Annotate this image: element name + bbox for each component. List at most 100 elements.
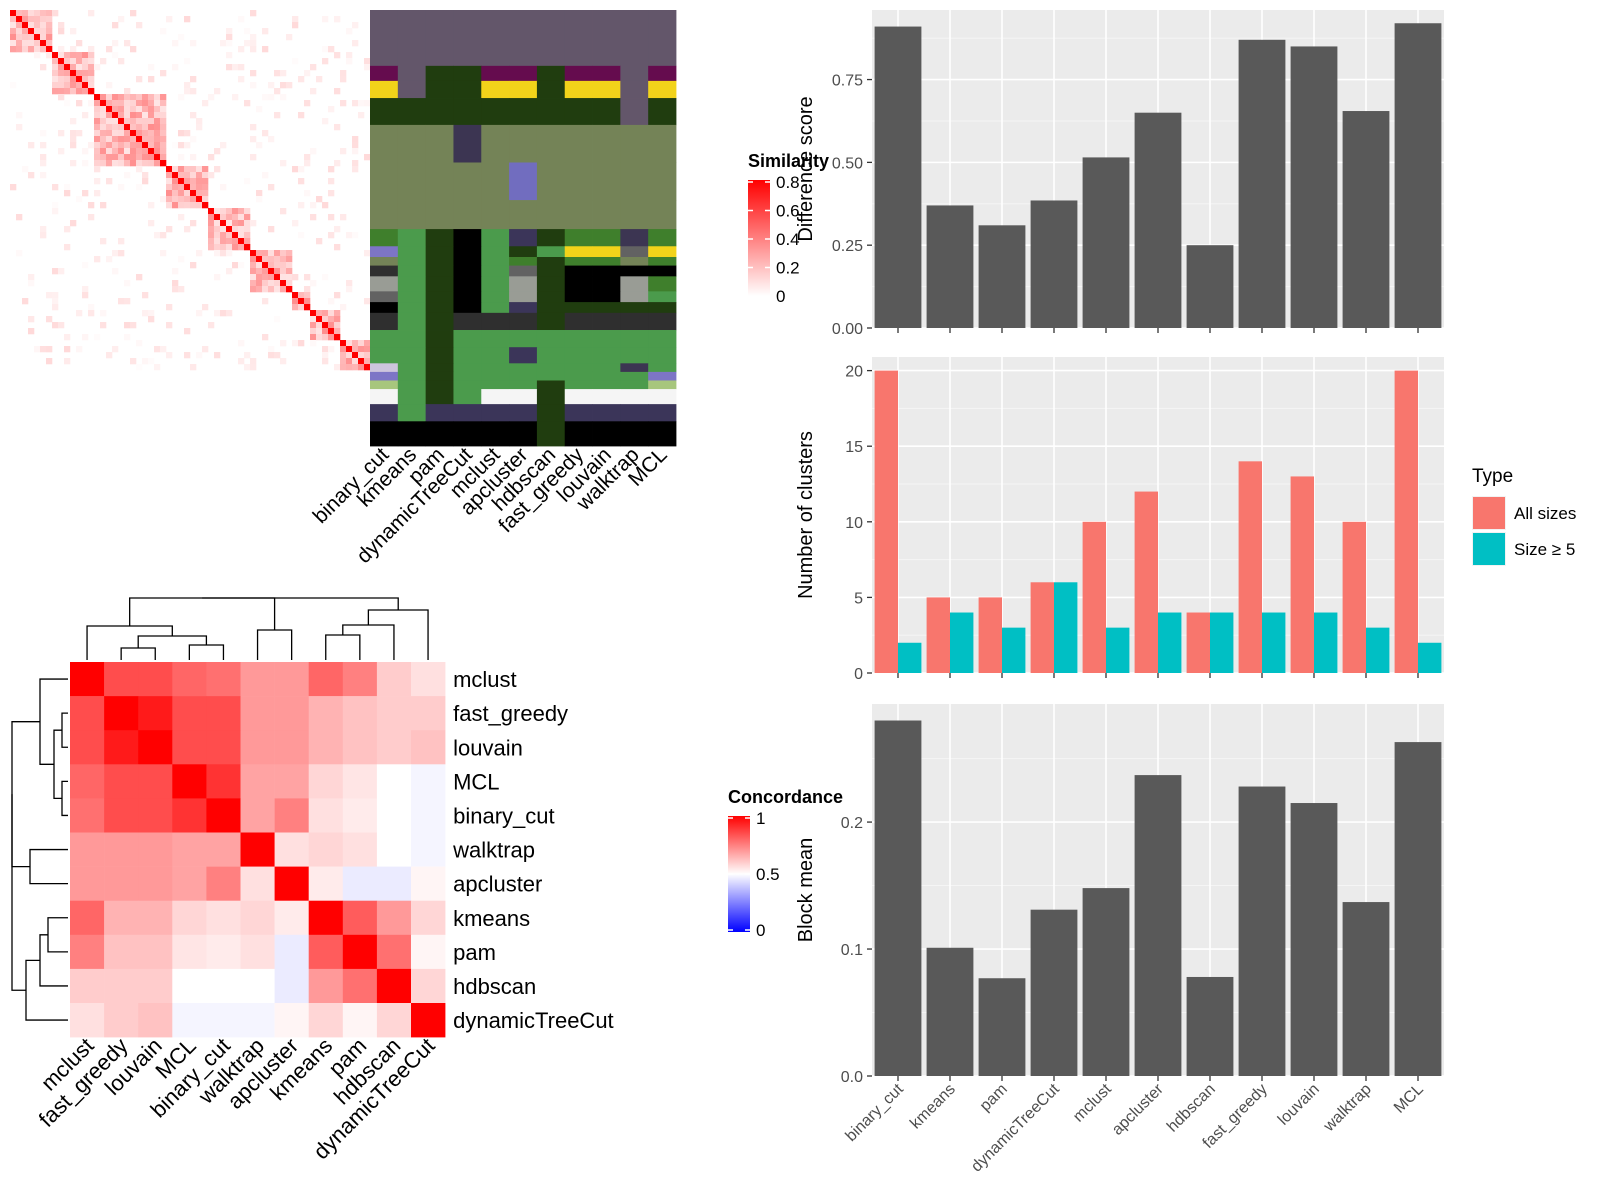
concordance-cell <box>70 696 105 731</box>
similarity-cell <box>160 160 167 167</box>
concordance-cell <box>411 1003 446 1038</box>
assignment-cell <box>592 276 621 292</box>
assignment-cell <box>536 200 566 230</box>
assignment-cell <box>536 229 566 247</box>
similarity-cell <box>46 10 53 17</box>
assignment-cell <box>509 302 538 314</box>
similarity-cell <box>70 58 77 65</box>
similarity-cell <box>94 130 101 137</box>
assignment-cell <box>509 404 538 422</box>
assignment-cell <box>397 371 427 381</box>
similarity-cell <box>172 190 179 197</box>
concordance-cell <box>342 730 378 765</box>
assignment-cell <box>453 291 482 303</box>
similarity-cell <box>160 142 167 149</box>
similarity-cell <box>154 346 161 353</box>
assignment-cell <box>564 10 593 67</box>
similarity-cell <box>220 40 227 47</box>
similarity-cell <box>58 22 65 29</box>
similarity-cell <box>118 136 125 143</box>
concordance-cell <box>104 662 139 697</box>
assignment-cell <box>592 80 621 99</box>
assignment-cell <box>592 347 621 364</box>
y-axis-label: Difference score <box>795 96 817 241</box>
similarity-cell <box>352 340 359 347</box>
similarity-cell <box>208 322 215 329</box>
concordance-cell <box>376 900 412 936</box>
similarity-cell <box>166 190 173 197</box>
similarity-cell <box>364 364 371 371</box>
similarity-cell <box>154 124 161 131</box>
similarity-cell <box>94 148 101 155</box>
similarity-cell <box>40 226 47 233</box>
similarity-cell <box>100 322 107 329</box>
similarity-cell <box>358 112 365 119</box>
assignment-cell <box>620 257 649 266</box>
similarity-cell <box>76 82 83 89</box>
similarity-cell <box>118 238 125 245</box>
similarity-cell <box>148 154 155 161</box>
similarity-cell <box>142 292 149 299</box>
assignment-cell <box>397 363 427 373</box>
similarity-cell <box>202 100 209 107</box>
similarity-cell <box>172 172 179 179</box>
concordance-cell <box>70 866 105 901</box>
assignment-cell <box>564 363 593 373</box>
similarity-cell <box>280 268 287 275</box>
assignment-cell <box>370 200 399 230</box>
similarity-cell <box>220 214 227 221</box>
concordance-cell <box>104 832 139 867</box>
similarity-cell <box>304 160 311 167</box>
concordance-cell <box>172 832 207 867</box>
similarity-cell <box>310 328 317 335</box>
similarity-cell <box>274 280 281 287</box>
concordance-row-label: apcluster <box>453 872 542 897</box>
concordance-cell <box>376 1003 412 1038</box>
similarity-cell <box>196 352 203 359</box>
assignment-cell <box>425 330 454 348</box>
similarity-cell <box>136 130 143 137</box>
dendrogram-branch <box>25 959 68 1021</box>
y-tick-label: 0.50 <box>832 155 863 172</box>
similarity-cell <box>226 220 233 227</box>
similarity-cell <box>202 190 209 197</box>
concordance-cell <box>411 764 446 799</box>
similarity-cell <box>316 316 323 323</box>
similarity-cell <box>334 292 341 299</box>
similarity-cell <box>112 106 119 113</box>
similarity-cell <box>58 28 65 35</box>
similarity-cell <box>154 106 161 113</box>
concordance-cell <box>308 764 344 799</box>
similarity-cell <box>52 76 59 83</box>
assignment-cell <box>592 302 621 314</box>
similarity-cell <box>250 250 257 257</box>
bar <box>874 26 922 329</box>
similarity-cell <box>304 286 311 293</box>
assignment-cell <box>648 265 677 277</box>
dendrogram-branch <box>11 721 40 868</box>
similarity-cell <box>328 190 335 197</box>
similarity-cell <box>196 196 203 203</box>
y-tick-label: 0.1 <box>841 942 863 959</box>
similarity-cell <box>112 94 119 101</box>
similarity-cell <box>214 208 221 215</box>
assignment-cell <box>620 276 649 292</box>
similarity-cell <box>250 358 257 365</box>
similarity-cell <box>64 88 71 95</box>
similarity-cell <box>280 82 287 89</box>
similarity-cell <box>292 58 299 65</box>
similarity-cell <box>226 238 233 245</box>
bar <box>1342 521 1366 673</box>
similarity-cell <box>232 220 239 227</box>
assignment-cell <box>536 380 566 390</box>
similarity-cell <box>358 352 365 359</box>
assignment-cell <box>536 162 566 201</box>
similarity-cell <box>250 46 257 53</box>
assignment-cell <box>564 312 593 331</box>
concordance-cell <box>138 968 173 1004</box>
similarity-cell <box>232 226 239 233</box>
similarity-cell <box>334 16 341 23</box>
similarity-cell <box>16 40 23 47</box>
similarity-cell <box>328 298 335 305</box>
concordance-cell <box>342 696 378 731</box>
